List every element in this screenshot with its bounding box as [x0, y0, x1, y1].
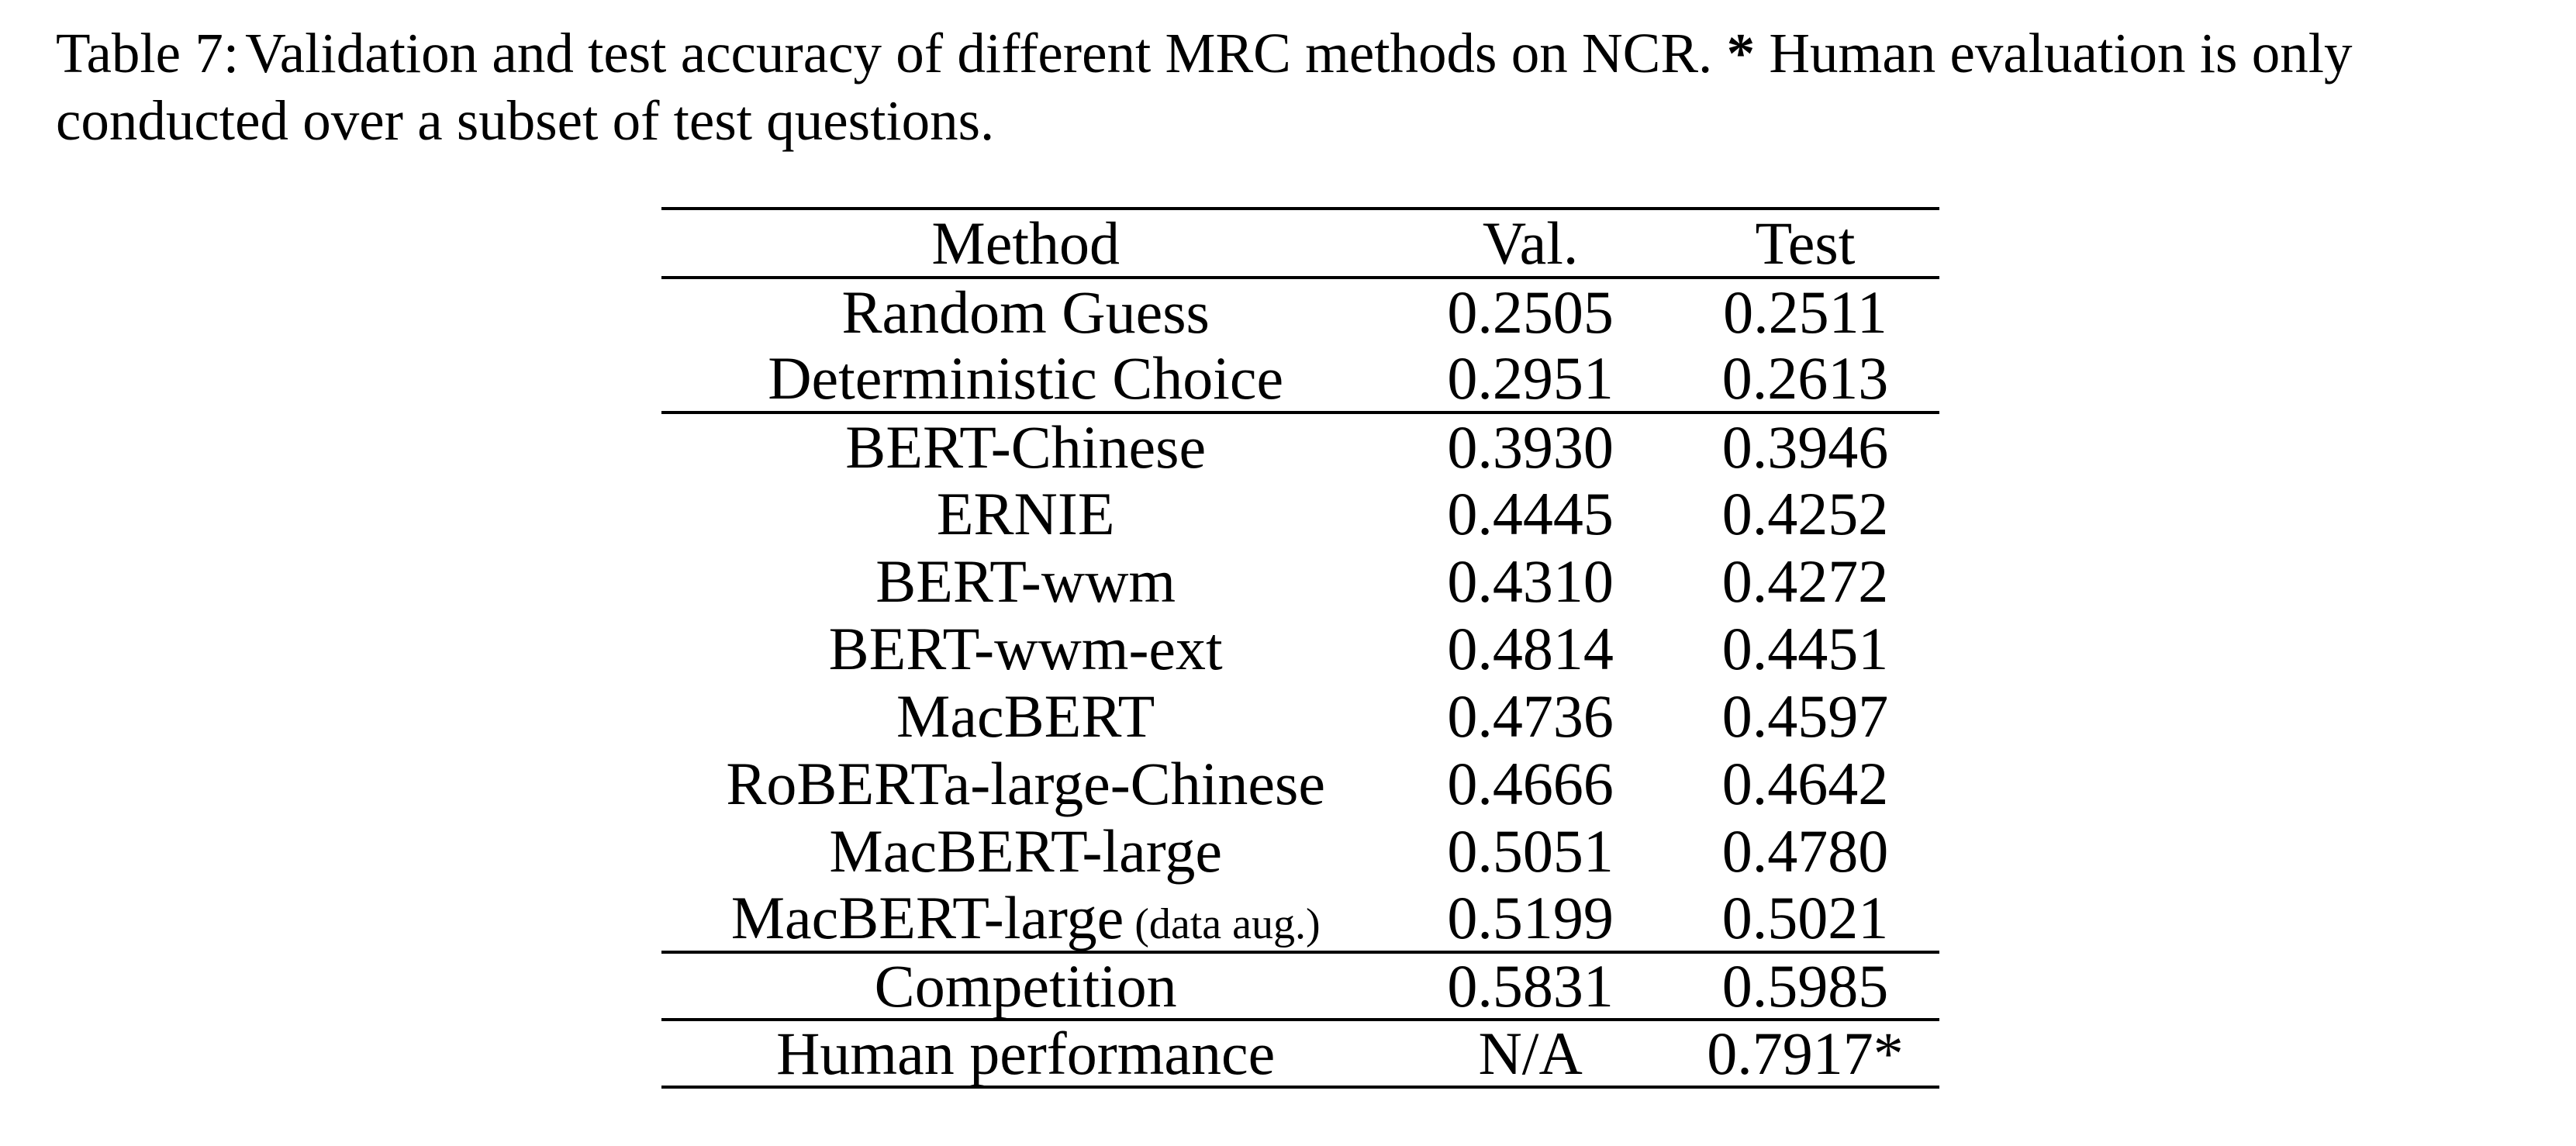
table-row: MacBERT-large 0.5051 0.4780	[661, 817, 1939, 885]
test-cell: 0.7917*	[1707, 1019, 1904, 1087]
method-cell: Random Guess	[841, 278, 1210, 346]
method-cell: BERT-wwm	[875, 547, 1176, 615]
val-cell: 0.2505	[1447, 278, 1614, 346]
test-cell: 0.2613	[1721, 343, 1889, 412]
val-cell: 0.5831	[1447, 951, 1614, 1020]
caption-text-after-star: Human evaluation is only	[1769, 22, 2353, 85]
table-body: Random Guess 0.2505 0.2511 Deterministic Ch…	[661, 278, 1939, 1087]
method-cell: Competition	[874, 951, 1177, 1020]
test-cell: 0.4252	[1721, 479, 1889, 547]
test-cell: 0.4451	[1721, 614, 1889, 682]
caption-text-before-star: Validation and test accuracy of differen…	[245, 22, 1713, 85]
test-cell: 0.4642	[1721, 749, 1889, 817]
col-header-val: Val.	[1482, 209, 1579, 277]
table-row: BERT-wwm-ext 0.4814 0.4451	[661, 615, 1939, 682]
table-row: Random Guess 0.2505 0.2511	[661, 278, 1939, 345]
method-cell: RoBERTa-large-Chinese	[726, 749, 1325, 817]
method-cell: MacBERT-large	[829, 816, 1222, 885]
val-cell: 0.5199	[1447, 883, 1614, 951]
method-cell: MacBERT-large (data aug.)	[730, 883, 1321, 951]
caption-asterisk: *	[1726, 22, 1756, 85]
val-cell: 0.3930	[1447, 412, 1614, 481]
val-cell: 0.4814	[1447, 614, 1614, 682]
results-table-container: Method Val. Test Random Guess 0.2505 0.251…	[661, 207, 1939, 1089]
results-table: Method Val. Test Random Guess 0.2505 0.251…	[661, 207, 1939, 1089]
table-row: ERNIE 0.4445 0.4252	[661, 480, 1939, 547]
method-cell: Human performance	[776, 1019, 1276, 1087]
table-row: Competition 0.5831 0.5985	[661, 952, 1939, 1020]
val-cell: 0.4736	[1447, 682, 1614, 750]
test-cell: 0.4597	[1721, 682, 1889, 750]
table-row: Deterministic Choice 0.2951 0.2613	[661, 345, 1939, 412]
table-row: BERT-Chinese 0.3930 0.3946	[661, 412, 1939, 480]
test-cell: 0.5985	[1721, 951, 1889, 1020]
table-caption: Table 7: Validation and test accuracy of …	[56, 19, 2352, 154]
col-header-method: Method	[931, 209, 1120, 277]
method-note: (data aug.)	[1124, 899, 1321, 948]
table-row: BERT-wwm 0.4310 0.4272	[661, 547, 1939, 615]
method-cell: BERT-wwm-ext	[828, 614, 1223, 682]
table-row: MacBERT-large (data aug.) 0.5199 0.5021	[661, 885, 1939, 952]
caption-line-2: conducted over a subset of test question…	[56, 89, 995, 152]
test-cell: 0.3946	[1721, 412, 1889, 481]
val-cell: 0.4310	[1447, 547, 1614, 615]
test-cell: 0.5021	[1721, 883, 1889, 951]
val-cell: 0.5051	[1447, 816, 1614, 885]
table-row: MacBERT 0.4736 0.4597	[661, 682, 1939, 750]
caption-label: Table 7:	[56, 22, 240, 85]
method-cell: BERT-Chinese	[845, 412, 1207, 481]
test-cell: 0.4780	[1721, 816, 1889, 885]
test-cell: 0.2511	[1723, 278, 1887, 346]
method-cell: MacBERT	[896, 682, 1155, 750]
val-cell: 0.2951	[1447, 343, 1614, 412]
val-cell: 0.4445	[1447, 479, 1614, 547]
val-cell: 0.4666	[1447, 749, 1614, 817]
table-row: RoBERTa-large-Chinese 0.4666 0.4642	[661, 750, 1939, 817]
caption-line-1: Table 7: Validation and test accuracy of …	[56, 19, 2352, 87]
val-cell: N/A	[1478, 1019, 1583, 1087]
header-row: Method Val. Test	[661, 209, 1939, 278]
col-header-test: Test	[1755, 209, 1856, 277]
test-cell: 0.4272	[1721, 547, 1889, 615]
method-cell: Deterministic Choice	[768, 343, 1284, 412]
table-row: Human performance N/A 0.7917*	[661, 1020, 1939, 1087]
method-cell: ERNIE	[936, 479, 1115, 547]
